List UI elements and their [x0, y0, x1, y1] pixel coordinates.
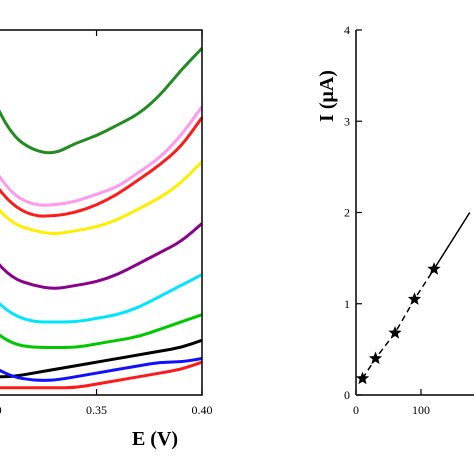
- calibration-line-solid: [433, 212, 471, 270]
- calibration-line: [361, 212, 471, 379]
- y-axis-label: I (μA): [316, 70, 338, 122]
- x-tick-label: 0.30: [0, 403, 2, 417]
- x-tick-label: 0.35: [86, 403, 107, 417]
- voltammogram-curve-3: [0, 116, 204, 218]
- voltammogram-curve-7: [0, 313, 203, 350]
- calibration-panel: 0 1 2 3 4 0 100 I (μA): [316, 23, 474, 417]
- x-tick-label: 0.40: [192, 403, 213, 417]
- voltammogram-curve-9: [0, 357, 203, 382]
- data-point-star: [388, 325, 402, 339]
- y-tick-label: 2: [344, 206, 350, 220]
- voltammogram-curve-10: [0, 360, 203, 390]
- data-point-star: [407, 292, 422, 305]
- voltammogram-curve-1: [0, 47, 204, 155]
- y-tick-label: 4: [344, 23, 350, 37]
- right-axes: 0 1 2 3 4 0 100: [344, 23, 474, 417]
- voltammogram-curve-8: [0, 338, 203, 379]
- left-x-ticks: 0.30 0.35 0.40: [0, 30, 213, 417]
- data-point-star: [427, 262, 441, 275]
- data-point-star: [355, 371, 370, 385]
- data-point-star: [368, 351, 383, 365]
- voltammogram-curve-4: [0, 160, 204, 235]
- calibration-line-dashed: [361, 268, 435, 379]
- y-tick-label: 3: [344, 114, 350, 128]
- y-tick-label: 0: [344, 388, 350, 402]
- x-tick-label: 0: [353, 403, 359, 417]
- calibration-points: [355, 262, 441, 385]
- y-tick-label: 1: [344, 297, 350, 311]
- voltammogram-curve-5: [0, 222, 203, 290]
- x-tick-label: 100: [412, 403, 430, 417]
- x-axis-label: E (V): [132, 428, 178, 450]
- voltammogram-curves: [0, 47, 204, 390]
- voltammogram-panel: 0.30 0.35 0.40 E (V): [0, 29, 213, 450]
- left-plot-frame: [0, 29, 203, 396]
- voltammogram-curve-6: [0, 273, 203, 324]
- voltammogram-curve-2: [0, 105, 204, 207]
